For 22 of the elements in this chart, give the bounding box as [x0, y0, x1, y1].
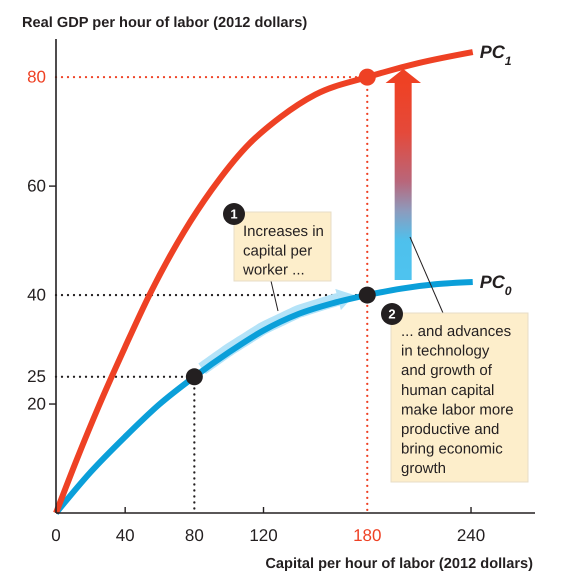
x-tick-label: 120: [249, 526, 278, 546]
annotation: 2: [388, 306, 396, 322]
x-tick-label: 80: [184, 526, 204, 546]
x-tick-label: 240: [456, 526, 486, 546]
series-label: PC$_{0}$: [480, 272, 512, 298]
annotation: Increases in capital per worker ...: [242, 223, 324, 279]
y-tick-label: 25: [27, 367, 46, 386]
y-tick-label: 80: [27, 68, 46, 87]
annotation: ... and advances in technology and growth of human capital make labor more productive and bring economic growth: [401, 323, 514, 478]
point: [186, 368, 203, 386]
x-tick-label: 180: [353, 526, 382, 546]
annotation: 1: [230, 206, 238, 222]
x-axis-title: Capital per hour of labor (2012 dollars): [265, 556, 534, 572]
y-tick-label: 20: [27, 394, 46, 414]
y-tick-label: 60: [27, 176, 46, 196]
point: [358, 286, 376, 304]
x-tick-label: 40: [116, 526, 135, 546]
y-tick-label: 40: [27, 286, 46, 305]
point: [358, 68, 376, 86]
x-tick-label: 0: [51, 526, 61, 546]
y-axis-title: Real GDP per hour of labor (2012 dollars): [22, 15, 308, 31]
series-label: PC$_{1}$: [480, 42, 512, 68]
